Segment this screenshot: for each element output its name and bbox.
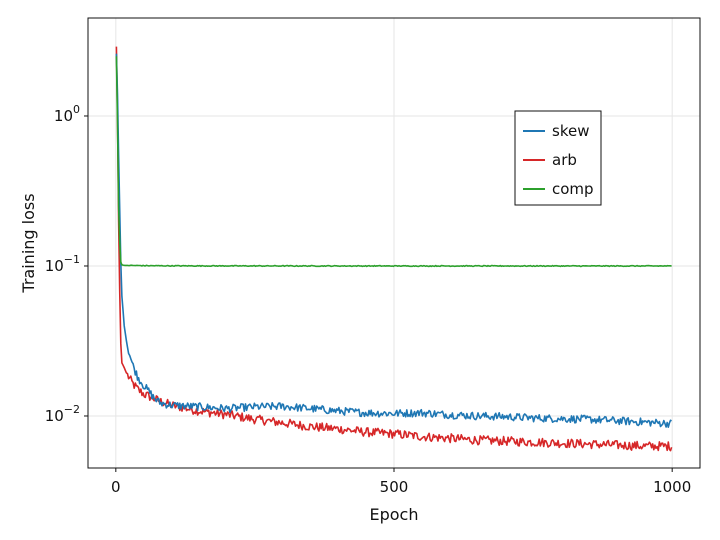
legend-label-comp: comp bbox=[552, 180, 594, 198]
legend-label-skew: skew bbox=[552, 122, 589, 140]
x-tick-label: 500 bbox=[380, 478, 409, 496]
x-tick-label: 0 bbox=[111, 478, 121, 496]
x-tick-label: 1000 bbox=[653, 478, 691, 496]
y-tick-exponent: 0 bbox=[73, 103, 80, 116]
series-line-skew bbox=[115, 53, 672, 429]
y-tick-base: 10 bbox=[45, 257, 64, 275]
grid-lines bbox=[88, 18, 700, 468]
series-line-arb bbox=[115, 46, 673, 452]
x-axis-label: Epoch bbox=[370, 505, 419, 524]
y-tick-exponent: −2 bbox=[64, 403, 80, 416]
y-tick-label: 10−2 bbox=[45, 403, 80, 425]
series-line-comp bbox=[115, 56, 672, 268]
x-axis-ticks: 0 500 1000 bbox=[111, 468, 691, 496]
series-layer bbox=[115, 46, 673, 452]
y-tick-base: 10 bbox=[45, 407, 64, 425]
y-tick-label: 10−1 bbox=[45, 253, 80, 275]
legend-label-arb: arb bbox=[552, 151, 577, 169]
legend: skew arb comp bbox=[514, 110, 602, 206]
y-tick-exponent: −1 bbox=[64, 253, 80, 266]
y-axis-label: Training loss bbox=[19, 193, 38, 293]
y-tick-base: 10 bbox=[54, 107, 73, 125]
y-tick-label: 100 bbox=[54, 103, 80, 125]
